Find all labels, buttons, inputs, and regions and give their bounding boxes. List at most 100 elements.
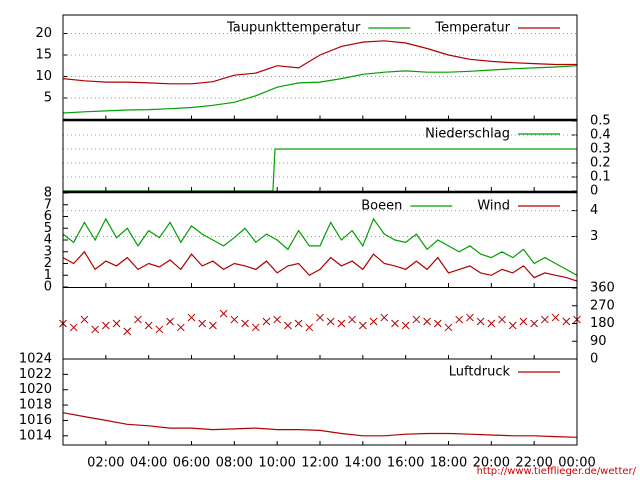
- scatter-point: [219, 309, 228, 318]
- y-tick-label: 8: [44, 186, 52, 201]
- series-line: [62, 412, 578, 438]
- scatter-point: [444, 323, 453, 332]
- scatter-point: [273, 315, 282, 324]
- scatter-point: [284, 321, 292, 330]
- scatter-point: [348, 315, 356, 324]
- legend-label: Boeen: [361, 199, 402, 214]
- x-tick-label: 12:00: [301, 456, 338, 471]
- scatter-point: [155, 325, 164, 334]
- y2-tick-label: 90: [590, 334, 607, 349]
- scatter-point: [358, 321, 367, 330]
- scatter-point: [123, 327, 132, 336]
- y-tick-label: 6: [44, 209, 52, 224]
- legend-label: Temperatur: [434, 21, 510, 36]
- scatter-point: [455, 315, 464, 324]
- scatter-point: [498, 315, 506, 324]
- x-tick-label: 20:00: [473, 456, 510, 471]
- y2-tick-label: 360: [590, 281, 615, 296]
- y2-tick-label: 270: [590, 298, 615, 313]
- y2-tick-label: 0.2: [590, 156, 611, 171]
- series-line: [62, 217, 578, 276]
- scatter-point: [241, 319, 249, 328]
- scatter-point: [326, 317, 335, 326]
- scatter-point: [262, 317, 271, 326]
- x-tick-label: 14:00: [344, 456, 381, 471]
- scatter-point: [101, 321, 110, 330]
- series-line: [62, 40, 577, 85]
- y2-tick-label: 0.4: [590, 128, 611, 143]
- scatter-point: [530, 319, 539, 328]
- y2-tick-label: 3: [590, 229, 598, 244]
- series-line: [62, 250, 578, 282]
- y-tick-label: 0: [44, 280, 52, 295]
- y-tick-label: 7: [44, 197, 52, 212]
- scatter-point: [112, 319, 121, 328]
- x-tick-label: 10:00: [258, 456, 295, 471]
- y-tick-label: 1022: [19, 367, 52, 382]
- y-tick-label: 1024: [19, 352, 52, 367]
- scatter-point: [380, 313, 389, 322]
- y-tick-label: 3: [44, 244, 52, 259]
- scatter-point: [508, 321, 517, 330]
- y-tick-label: 15: [35, 47, 52, 62]
- scatter-point: [69, 323, 78, 332]
- y-tick-label: 2: [44, 256, 52, 271]
- y2-tick-label: 0.1: [590, 170, 611, 185]
- x-tick-label: 00:00: [558, 456, 595, 471]
- y2-tick-label: 0.5: [590, 114, 611, 129]
- scatter-point: [541, 315, 549, 324]
- legend-label: Luftdruck: [449, 365, 511, 380]
- scatter-point: [466, 313, 474, 322]
- legend-label: Wind: [477, 199, 510, 214]
- scatter-point: [230, 315, 239, 324]
- y-tick-label: 1014: [19, 428, 52, 443]
- scatter-point: [198, 319, 207, 328]
- scatter-point: [337, 319, 346, 328]
- scatter-point: [369, 317, 378, 326]
- x-tick-label: 04:00: [130, 456, 167, 471]
- legend-label: Niederschlag: [425, 127, 510, 142]
- y-tick-label: 5: [44, 90, 52, 105]
- scatter-point: [476, 317, 485, 326]
- scatter-point: [209, 321, 217, 330]
- x-tick-label: 22:00: [515, 456, 552, 471]
- y-tick-label: 1018: [19, 398, 52, 413]
- y-tick-label: 1016: [19, 413, 52, 428]
- scatter-point: [187, 313, 196, 322]
- y2-tick-label: 180: [590, 316, 615, 331]
- x-tick-label: 08:00: [216, 456, 253, 471]
- scatter-point: [551, 313, 560, 322]
- x-tick-label: 02:00: [87, 456, 124, 471]
- legend-label: Taupunkttemperatur: [226, 21, 361, 36]
- scatter-point: [176, 323, 185, 332]
- scatter-point: [166, 317, 174, 326]
- scatter-point: [412, 315, 421, 324]
- scatter-point: [251, 323, 260, 332]
- scatter-point: [80, 315, 89, 324]
- plot-frame: [62, 14, 578, 446]
- scatter-point: [316, 313, 324, 322]
- x-tick-label: 16:00: [387, 456, 424, 471]
- scatter-point: [401, 321, 410, 330]
- scatter-point: [562, 317, 571, 326]
- y-tick-label: 5: [44, 221, 52, 236]
- scatter-point: [423, 317, 431, 326]
- y2-tick-label: 0.3: [590, 142, 611, 157]
- scatter-point: [519, 317, 528, 326]
- y-tick-label: 10: [35, 69, 52, 84]
- y-tick-label: 1: [44, 268, 52, 283]
- series-line: [62, 65, 578, 114]
- scatter-point: [433, 319, 442, 328]
- y-tick-label: 1020: [19, 382, 52, 397]
- scatter-point: [294, 319, 303, 328]
- y2-tick-label: 0: [590, 184, 598, 199]
- credit: http://www.tiefflieger.de/wetter/: [477, 466, 637, 477]
- scatter-point: [305, 323, 314, 332]
- y-tick-label: 4: [44, 233, 52, 248]
- scatter-point: [134, 315, 142, 324]
- series-line: [63, 148, 577, 192]
- scatter-point: [91, 325, 99, 334]
- scatter-point: [487, 319, 496, 328]
- scatter-point: [144, 321, 153, 330]
